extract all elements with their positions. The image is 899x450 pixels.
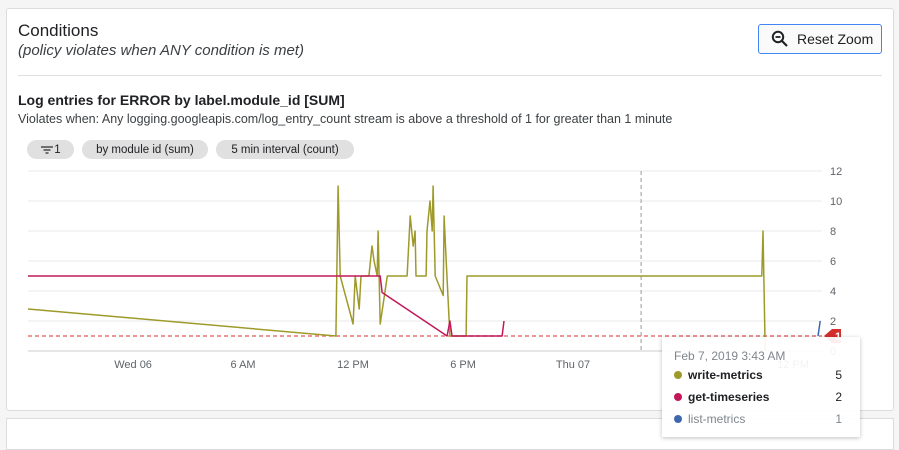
- tooltip-series-value: 2: [835, 390, 842, 404]
- filter-chip[interactable]: 1: [27, 140, 74, 159]
- x-tick-label: 6 PM: [450, 359, 476, 371]
- divider: [18, 75, 882, 76]
- group-by-chip[interactable]: by module id (sum): [82, 140, 208, 159]
- tooltip-series-name: list-metrics: [688, 412, 746, 426]
- tooltip-series-name: write-metrics: [688, 368, 763, 382]
- series-dot: [674, 371, 682, 379]
- y-tick-label: 8: [830, 226, 836, 238]
- y-tick-label: 4: [830, 286, 836, 298]
- series-line-list-metrics: [817, 320, 821, 337]
- tooltip-row: list-metrics 1: [674, 412, 842, 426]
- x-tick-label: Wed 06: [114, 359, 152, 371]
- y-tick-label: 12: [830, 166, 842, 178]
- zoom-out-icon: [771, 30, 788, 47]
- tooltip-series-value: 5: [835, 368, 842, 382]
- reset-zoom-label: Reset Zoom: [797, 31, 874, 47]
- series-line-write-metrics: [27, 185, 766, 352]
- reset-zoom-button[interactable]: Reset Zoom: [758, 24, 882, 54]
- y-tick-label: 6: [830, 256, 836, 268]
- page-title: Conditions: [18, 21, 99, 40]
- condition-description: Violates when: Any logging.googleapis.co…: [18, 112, 673, 126]
- tooltip-row: get-timeseries 2: [674, 390, 842, 404]
- tooltip-row: write-metrics 5: [674, 368, 842, 382]
- y-tick-label: 10: [830, 196, 842, 208]
- x-tick-label: 6 AM: [231, 359, 256, 371]
- tooltip-date: Feb 7, 2019 3:43 AM: [674, 349, 786, 363]
- aligner-chip[interactable]: 5 min interval (count): [216, 140, 354, 159]
- y-tick-label: 2: [830, 316, 836, 328]
- condition-title: Log entries for ERROR by label.module_id…: [18, 92, 345, 108]
- filter-count: 1: [54, 143, 61, 156]
- tooltip-series-name: get-timeseries: [688, 390, 770, 404]
- tooltip-series-value: 1: [835, 412, 842, 426]
- tooltip: Feb 7, 2019 3:43 AM write-metrics 5 get-t…: [662, 337, 860, 437]
- series-dot: [674, 393, 682, 401]
- series-line-get-timeseries: [28, 275, 505, 337]
- x-tick-label: Thu 07: [556, 359, 590, 371]
- filter-icon: [41, 145, 54, 154]
- series-dot: [674, 415, 682, 423]
- x-tick-label: 12 PM: [337, 359, 369, 371]
- page-subtitle: (policy violates when ANY condition is m…: [18, 42, 304, 59]
